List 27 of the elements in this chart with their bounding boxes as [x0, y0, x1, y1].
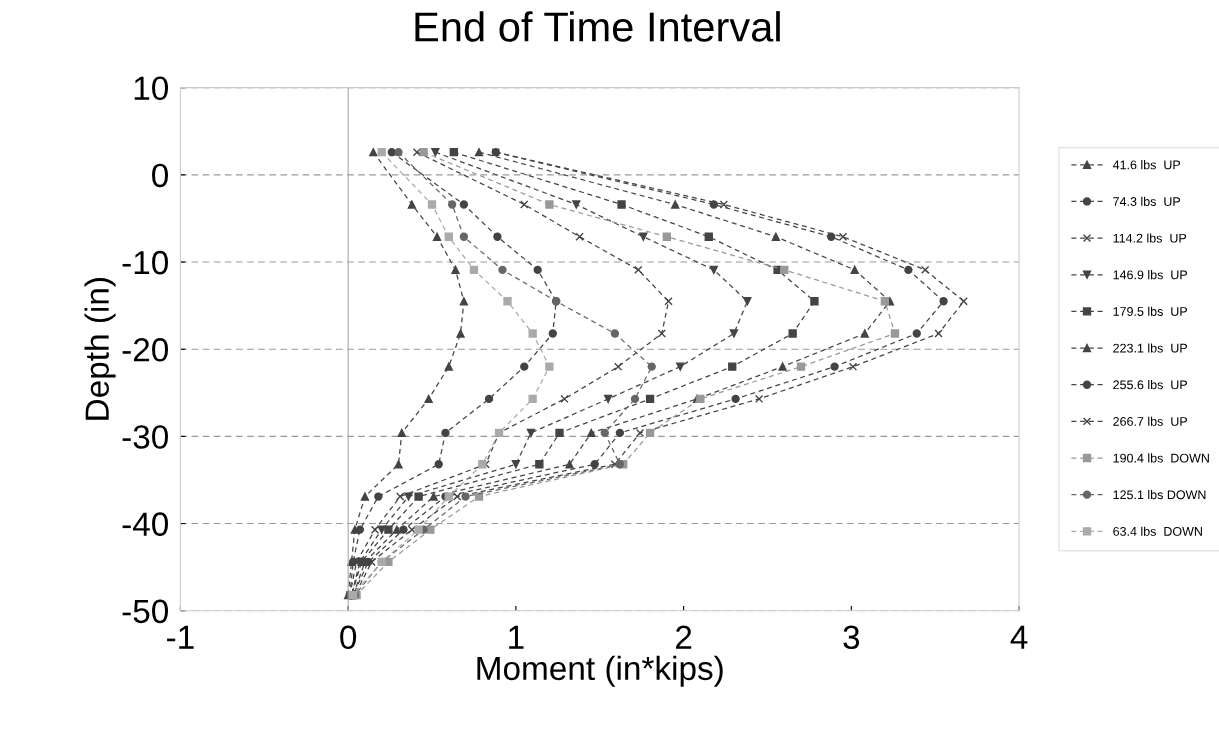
y-tick-label: -40	[122, 512, 168, 536]
x-tick-label: 0	[340, 625, 357, 650]
legend-label: 179.5 lbs UP	[1113, 306, 1188, 316]
legend-label: 146.9 lbs UP	[1113, 270, 1188, 280]
legend-label: 41.6 lbs UP	[1112, 160, 1181, 170]
x-axis-title: Moment (in*kips)	[477, 655, 723, 687]
legend-label: 63.4 lbs DOWN	[1113, 526, 1202, 536]
legend-label: 266.7 lbs UP	[1113, 416, 1188, 426]
y-tick-label: 10	[134, 76, 168, 101]
legend-label: 74.3 lbs UP	[1113, 196, 1181, 206]
y-tick-label: -20	[122, 338, 168, 362]
x-tick-label: 2	[676, 625, 692, 649]
legend-label: 255.6 lbs UP	[1113, 380, 1188, 390]
x-tick-label: 4	[1010, 625, 1028, 649]
x-tick-label: 3	[843, 625, 860, 650]
chart-title: End of Time Interval	[415, 11, 780, 42]
legend-label: 190.4 lbs DOWN	[1113, 453, 1209, 463]
legend-label: 223.1 lbs UP	[1113, 343, 1188, 353]
legend-label: 114.2 lbs UP	[1113, 233, 1187, 243]
x-tick-label: -1	[167, 625, 194, 649]
y-tick-label: -30	[122, 425, 168, 449]
y-axis-title: Depth (in)	[84, 278, 116, 420]
y-tick-label: 0	[152, 163, 168, 188]
y-tick-label: -10	[122, 250, 168, 275]
x-tick-label: 1	[509, 625, 524, 649]
y-tick-label: -50	[122, 599, 168, 624]
legend-label: 125.1 lbs DOWN	[1113, 489, 1206, 500]
